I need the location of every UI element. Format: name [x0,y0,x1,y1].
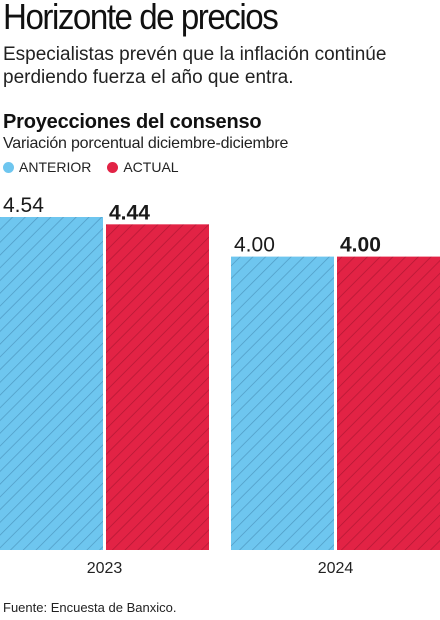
legend-swatch-actual [107,161,119,173]
page-title: Horizonte de precios [3,0,279,37]
legend-item-anterior: ANTERIOR [3,159,91,175]
legend-label-anterior: ANTERIOR [19,159,92,175]
bar-actual-2023 [106,224,209,550]
x-tick-label-2024: 2024 [318,560,354,577]
legend-label-actual: ACTUAL [123,159,179,175]
bar-actual-2024 [337,256,440,550]
source-note: Fuente: Encuesta de Banxico. [3,600,177,615]
x-tick-label-2023: 2023 [87,560,123,577]
bar-anterior-2023 [0,217,103,550]
chart-legend: ANTERIOR ACTUAL [3,159,195,175]
legend-item-actual: ACTUAL [107,159,179,175]
page-subtitle: Especialistas prevén que la inflación co… [3,44,387,88]
bar-anterior-2024 [231,256,334,550]
data-label-actual-2023: 4.44 [109,201,150,224]
data-label-anterior-2023: 4.54 [3,194,44,217]
data-label-actual-2024: 4.00 [340,234,381,257]
data-label-anterior-2024: 4.00 [234,234,275,257]
legend-swatch-anterior [3,161,14,173]
chart-subtitle: Variación porcentual diciembre-diciembre [3,135,289,152]
chart-title: Proyecciones del consenso [3,111,262,133]
